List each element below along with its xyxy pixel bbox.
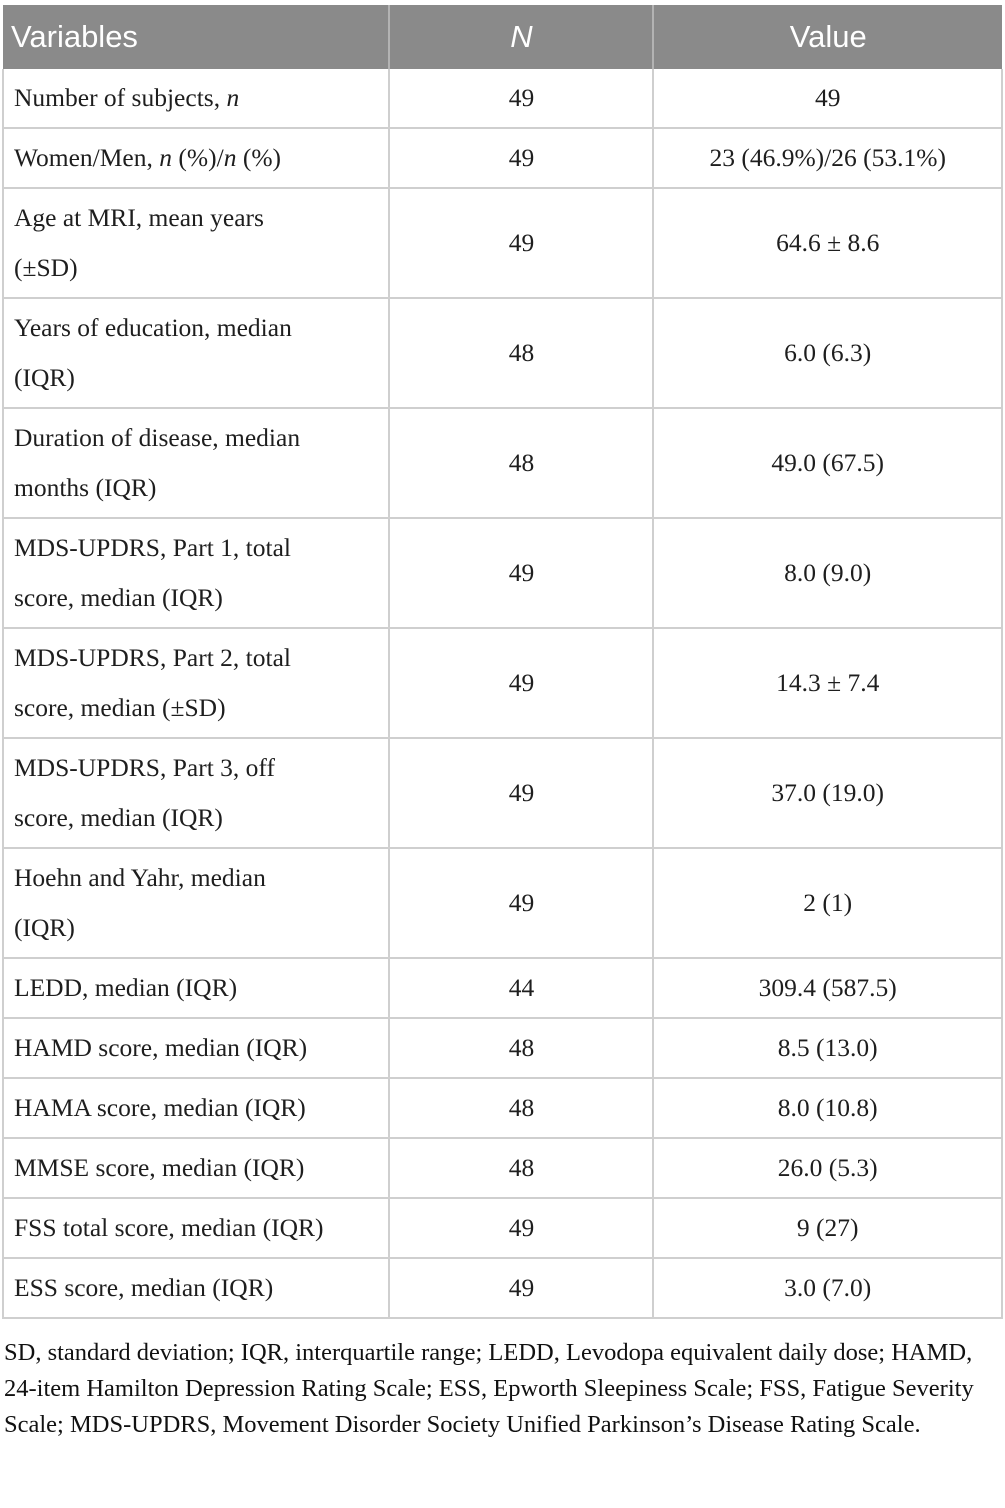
- n-cell: 49: [388, 737, 655, 849]
- column-header-variables: Variables: [3, 5, 390, 69]
- table-body: Number of subjects, n 49 49 Women/Men, n (%…: [1, 69, 1003, 1319]
- value-cell: 8.5 (13.0): [652, 1017, 1003, 1079]
- value-cell: 26.0 (5.3): [652, 1137, 1003, 1199]
- n-cell: 48: [388, 1137, 655, 1199]
- table-row: HAMD score, median (IQR) 48 8.5 (13.0): [1, 1017, 1003, 1079]
- table-row: Number of subjects, n 49 49: [1, 69, 1003, 129]
- variable-cell: Number of subjects, n: [1, 69, 391, 129]
- variable-cell: Years of education, median (IQR): [1, 297, 391, 409]
- value-cell: 309.4 (587.5): [652, 957, 1003, 1019]
- variable-cell: ESS score, median (IQR): [1, 1257, 391, 1319]
- header-row: Variables N Value: [3, 5, 1002, 69]
- variable-cell: Women/Men, n (%)/n (%): [1, 127, 391, 189]
- n-cell: 48: [388, 1077, 655, 1139]
- table-row: MDS-UPDRS, Part 3, off score, median (IQR…: [1, 737, 1003, 849]
- n-cell: 49: [388, 627, 655, 739]
- value-cell: 64.6 ± 8.6: [652, 187, 1003, 299]
- table-footnote: SD, standard deviation; IQR, interquarti…: [4, 1339, 974, 1438]
- n-cell: 48: [388, 297, 655, 409]
- table-row: Age at MRI, mean years (±SD) 49 64.6 ± 8.6: [1, 187, 1003, 299]
- variable-cell: LEDD, median (IQR): [1, 957, 391, 1019]
- value-cell: 3.0 (7.0): [652, 1257, 1003, 1319]
- n-cell: 49: [388, 127, 655, 189]
- variable-cell: Hoehn and Yahr, median (IQR): [1, 847, 391, 959]
- variable-cell: Age at MRI, mean years (±SD): [1, 187, 391, 299]
- table-row: MMSE score, median (IQR) 48 26.0 (5.3): [1, 1137, 1003, 1199]
- variable-cell: FSS total score, median (IQR): [1, 1197, 391, 1259]
- n-cell: 44: [388, 957, 655, 1019]
- n-cell: 48: [388, 407, 655, 519]
- variable-cell: Duration of disease, median months (IQR): [1, 407, 391, 519]
- variable-cell: HAMD score, median (IQR): [1, 1017, 391, 1079]
- table-row: MDS-UPDRS, Part 1, total score, median (I…: [1, 517, 1003, 629]
- variable-cell: HAMA score, median (IQR): [1, 1077, 391, 1139]
- variable-cell: MDS-UPDRS, Part 3, off score, median (IQR…: [1, 737, 391, 849]
- table-row: Hoehn and Yahr, median (IQR) 49 2 (1): [1, 847, 1003, 959]
- n-cell: 48: [388, 1017, 655, 1079]
- value-cell: 2 (1): [652, 847, 1003, 959]
- column-header-value: Value: [652, 5, 1002, 69]
- table-row: Duration of disease, median months (IQR) 4…: [1, 407, 1003, 519]
- value-cell: 9 (27): [652, 1197, 1003, 1259]
- n-cell: 49: [388, 1257, 655, 1319]
- value-cell: 49.0 (67.5): [652, 407, 1003, 519]
- n-cell: 49: [388, 69, 655, 129]
- value-cell: 8.0 (9.0): [652, 517, 1003, 629]
- value-cell: 8.0 (10.8): [652, 1077, 1003, 1139]
- table-header: Variables N Value: [3, 5, 1002, 69]
- column-header-n: N: [388, 5, 654, 69]
- table-row: MDS-UPDRS, Part 2, total score, median (±…: [1, 627, 1003, 739]
- n-cell: 49: [388, 847, 655, 959]
- table-row: Women/Men, n (%)/n (%) 49 23 (46.9%)/26 (5…: [1, 127, 1003, 189]
- value-cell: 49: [652, 69, 1003, 129]
- table-row: FSS total score, median (IQR) 49 9 (27): [1, 1197, 1003, 1259]
- table-row: HAMA score, median (IQR) 48 8.0 (10.8): [1, 1077, 1003, 1139]
- value-cell: 37.0 (19.0): [652, 737, 1003, 849]
- n-cell: 49: [388, 1197, 655, 1259]
- value-cell: 6.0 (6.3): [652, 297, 1003, 409]
- value-cell: 14.3 ± 7.4: [652, 627, 1003, 739]
- variable-cell: MMSE score, median (IQR): [1, 1137, 391, 1199]
- table-row: Years of education, median (IQR) 48 6.0 (6.…: [1, 297, 1003, 409]
- variable-cell: MDS-UPDRS, Part 1, total score, median (I…: [1, 517, 391, 629]
- table-row: ESS score, median (IQR) 49 3.0 (7.0): [1, 1257, 1003, 1319]
- value-cell: 23 (46.9%)/26 (53.1%): [652, 127, 1003, 189]
- n-cell: 49: [388, 517, 655, 629]
- table-row: LEDD, median (IQR) 44 309.4 (587.5): [1, 957, 1003, 1019]
- variable-cell: MDS-UPDRS, Part 2, total score, median (±…: [1, 627, 391, 739]
- n-cell: 49: [388, 187, 655, 299]
